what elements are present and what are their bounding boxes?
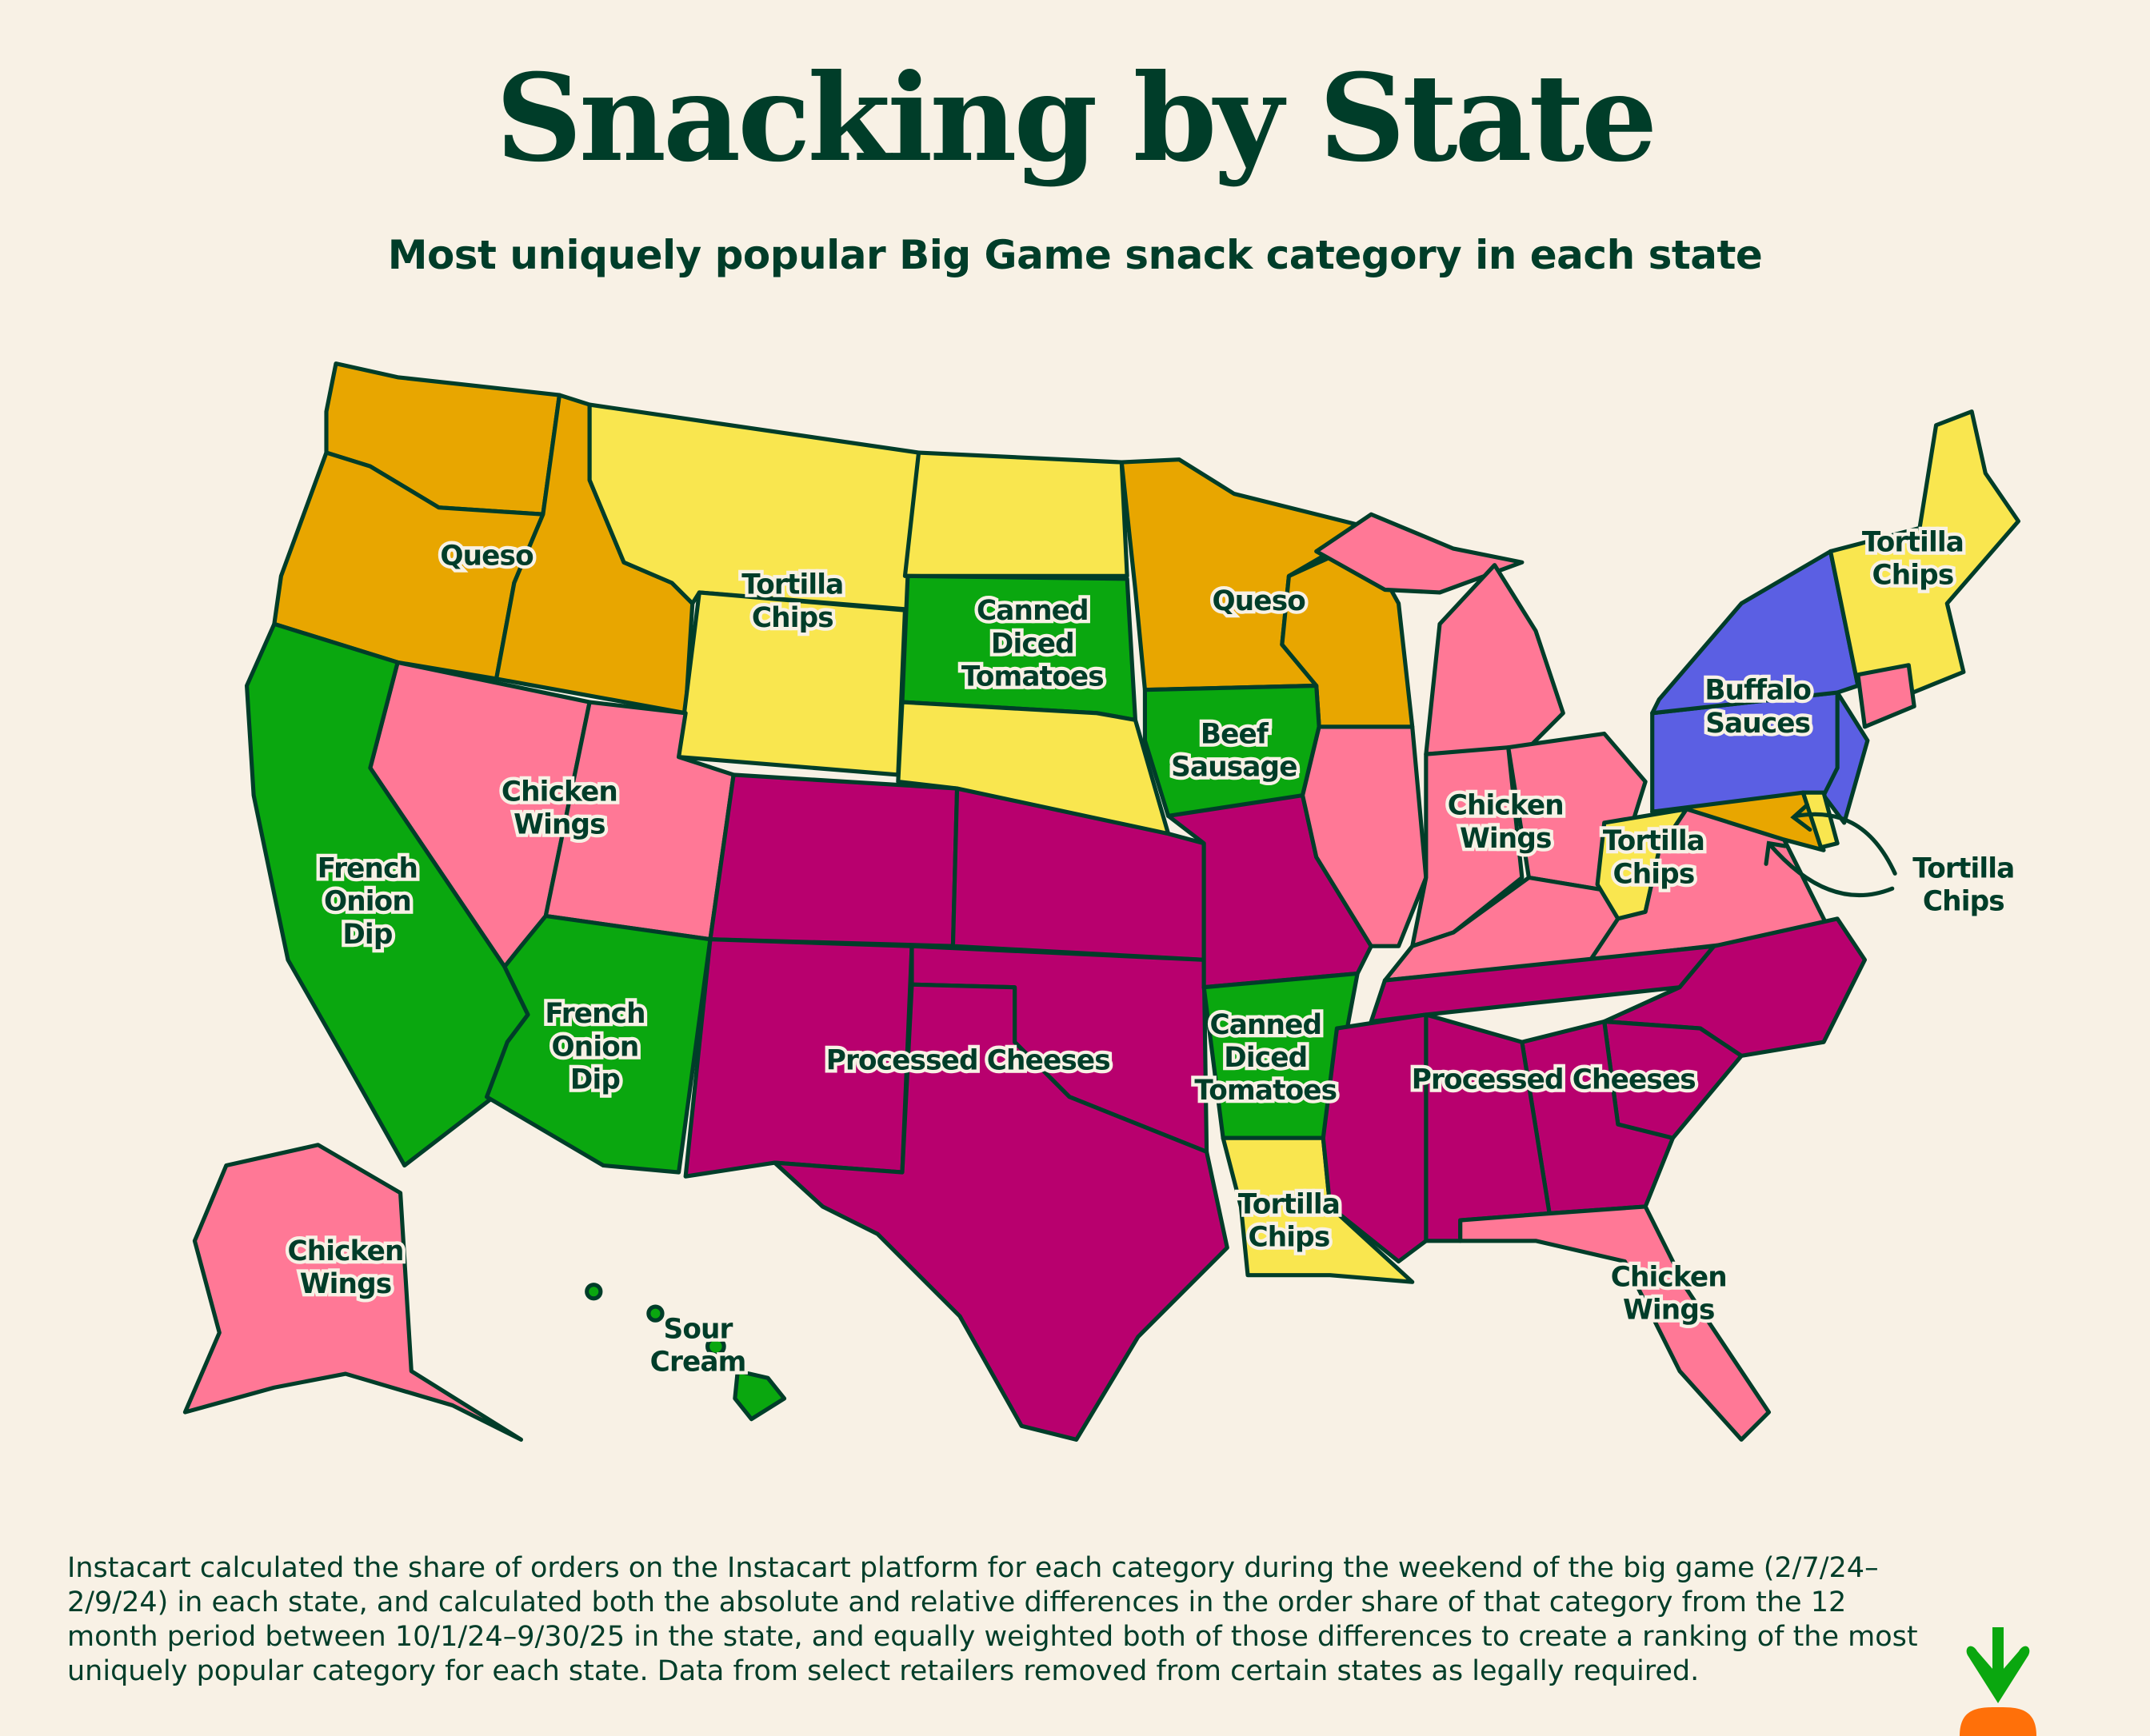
state-de (1800, 790, 1840, 850)
label-tortilla-la: Tortilla Chips (1238, 1188, 1340, 1253)
state-nj (1821, 690, 1870, 825)
state-mi-upper (1314, 512, 1525, 595)
state-tn (1369, 944, 1716, 1024)
footnote-line: 2/9/24) in each state, and calculated bo… (67, 1586, 1847, 1618)
state-ak (182, 1143, 523, 1442)
carrot-logo-icon (1960, 1627, 2036, 1736)
map-labels: Queso Tortilla Chips Canned Diced Tomatoes … (284, 523, 2015, 1382)
state-az (485, 913, 713, 1175)
label-onion-ca: French Onion Dip (318, 852, 418, 950)
state-co (708, 772, 960, 948)
footnote-line: month period between 10/1/24–9/30/25 in … (67, 1621, 1918, 1653)
label-tortilla-de-callout: Tortilla Chips (1912, 852, 2014, 917)
footnote-line: uniquely popular category for each state… (67, 1655, 1700, 1687)
label-wings-west: Chicken Wings (502, 776, 617, 841)
label-buffalo-sauces: Buffalo Sauces (1704, 675, 1811, 740)
label-beef-sausage: Beef Sausage (1171, 719, 1297, 784)
methodology-footnote: Instacart calculated the share of orders… (67, 1551, 1918, 1689)
callout-arrow (1764, 803, 1897, 898)
label-tomatoes-ar: Canned Diced Tomatoes (1194, 1009, 1337, 1107)
state-ct-ri (1856, 663, 1916, 729)
states (182, 361, 2020, 1442)
state-fl (1458, 1204, 1771, 1442)
label-wings-midwest: Chicken Wings (1448, 790, 1564, 855)
state-tx (773, 982, 1229, 1442)
state-ms (1321, 1012, 1429, 1264)
label-onion-az: French Onion Dip (545, 998, 645, 1095)
label-queso-west: Queso (440, 541, 534, 573)
label-tomatoes-sd: Canned Diced Tomatoes (961, 595, 1104, 692)
label-cheeses-se: Processed Cheeses (1412, 1064, 1696, 1095)
state-md (1650, 790, 1826, 852)
label-cheeses-sw: Processed Cheeses (826, 1044, 1110, 1076)
state-il (1300, 724, 1429, 948)
label-wings-fl: Chicken Wings (1611, 1261, 1727, 1326)
state-nd (902, 450, 1129, 578)
label-queso-midwest: Queso (1213, 585, 1306, 617)
label-wings-ak: Chicken Wings (287, 1235, 403, 1300)
label-tortilla-ne: Tortilla Chips (1862, 527, 1964, 592)
state-mi (1424, 563, 1565, 756)
state-hi (585, 1283, 787, 1422)
footnote-line: Instacart calculated the share of orders… (67, 1552, 1879, 1584)
label-tortilla-mountain: Tortilla Chips (741, 569, 843, 634)
label-tortilla-wv: Tortilla Chips (1603, 825, 1704, 890)
page-subtitle: Most uniquely popular Big Game snack cat… (387, 232, 1763, 278)
page-title: Snacking by State (495, 48, 1658, 189)
label-sour-cream: Sour Cream (650, 1313, 746, 1378)
